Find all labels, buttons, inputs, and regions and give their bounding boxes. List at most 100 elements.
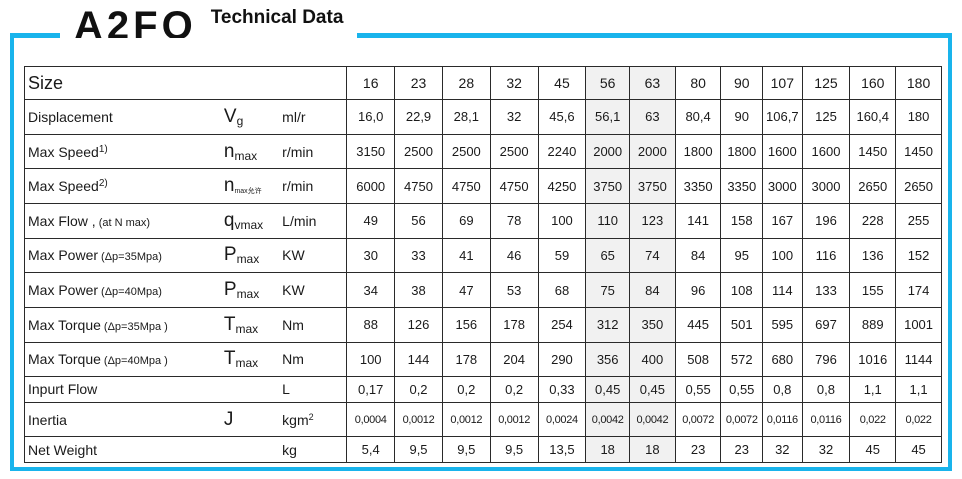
value-cell: 4750: [441, 168, 491, 204]
value-cell: 204: [489, 341, 539, 378]
value-cell: 100: [346, 341, 396, 378]
row-unit: ml/r: [278, 99, 348, 135]
symbol-letter: T: [223, 313, 236, 335]
size-cell: 90: [720, 65, 764, 101]
value-cell: 0,2: [394, 376, 443, 403]
value-cell: 16,0: [346, 99, 396, 135]
value-cell: 6000: [346, 168, 396, 204]
size-cell: 45: [537, 65, 587, 101]
value-cell: 84: [674, 237, 722, 274]
value-cell: 3000: [762, 168, 803, 204]
value-cell: 2500: [489, 133, 539, 170]
value-cell: 56,1: [585, 99, 631, 135]
unit-text: kg: [282, 441, 297, 458]
value-cell: 5,4: [346, 436, 396, 463]
value-cell: 174: [895, 272, 942, 308]
value-cell: 290: [537, 341, 587, 378]
row-label-text: Max Speed: [28, 143, 99, 160]
value-cell: 49: [346, 203, 396, 239]
row-symbol: J: [217, 401, 279, 438]
size-cell: 125: [801, 65, 851, 101]
value-cell: 22,9: [394, 99, 443, 135]
value-cell: 1144: [895, 341, 942, 378]
table-row-max-torque-35: Max Torque (Δp=35Mpa ) Tmax Nm 88 126 156 178 25…: [23, 306, 942, 343]
value-cell: 796: [801, 341, 851, 378]
value-cell: 47: [441, 272, 491, 308]
value-cell: 508: [674, 341, 722, 378]
value-cell: 3350: [674, 168, 722, 204]
unit-text: KW: [282, 282, 305, 299]
row-symbol: Tmax: [217, 341, 279, 378]
value-cell: 350: [629, 306, 676, 343]
row-label: Max Speed1): [23, 133, 218, 170]
row-unit: kgm2: [278, 401, 348, 438]
row-unit: r/min: [278, 133, 348, 170]
row-condition: (Δp=40Mpa): [101, 286, 162, 299]
table-row-net-weight: Net Weight kg 5,4 9,5 9,5 9,5 13,5 18 18 23 23 32 32…: [23, 436, 942, 463]
value-cell: 9,5: [394, 436, 443, 463]
page-subtitle: Technical Data: [210, 7, 344, 28]
value-cell: 28,1: [441, 99, 491, 135]
value-cell: 196: [801, 203, 851, 239]
symbol-letter: T: [223, 348, 236, 370]
value-cell: 0,45: [585, 376, 631, 403]
row-symbol: nmax允许: [217, 168, 279, 204]
value-cell: 0,0042: [585, 401, 631, 438]
value-cell: 78: [489, 203, 539, 239]
value-cell: 160,4: [849, 99, 897, 135]
value-cell: 1001: [895, 306, 942, 343]
value-cell: 69: [441, 203, 491, 239]
row-label-text: Max Speed: [28, 178, 99, 195]
value-cell: 4250: [537, 168, 587, 204]
row-label-text: Inertia: [28, 411, 67, 428]
row-label: Inertia: [23, 401, 218, 438]
value-cell: 2650: [895, 168, 942, 204]
size-cell: 80: [674, 65, 722, 101]
value-cell: 501: [720, 306, 764, 343]
symbol-letter: q: [223, 209, 235, 231]
row-label-text: Max Flow ,: [28, 212, 96, 229]
unit-text: kgm: [282, 411, 309, 428]
value-cell: 0,0024: [537, 401, 587, 438]
row-label: Displacement: [23, 99, 218, 135]
value-cell: 95: [720, 237, 764, 274]
row-footnote-mark: 2): [98, 178, 108, 190]
row-label: Max Speed2): [23, 168, 218, 204]
value-cell: 1016: [849, 341, 897, 378]
value-cell: 1600: [801, 133, 851, 170]
symbol-subscript: max: [234, 148, 258, 163]
value-cell: 123: [629, 203, 676, 239]
row-label-text: Displacement: [28, 108, 113, 125]
row-label: Max Power (Δp=40Mpa): [23, 272, 218, 308]
table-row-displacement: Displacement Vg ml/r 16,0 22,9 28,1 32 45,6 56,1…: [23, 99, 942, 135]
value-cell: 356: [585, 341, 631, 378]
value-cell: 2000: [629, 133, 676, 170]
table-row-input-flow: Inpurt Flow L 0,17 0,2 0,2 0,2 0,33 0,45 0,45 0,5…: [23, 376, 942, 403]
value-cell: 126: [394, 306, 443, 343]
value-cell: 0,33: [537, 376, 587, 403]
value-cell: 30: [346, 237, 396, 274]
value-cell: 0,55: [720, 376, 764, 403]
symbol-subscript: max: [235, 356, 259, 371]
value-cell: 114: [762, 272, 803, 308]
technical-data-table: Size 16 23 28 32 45 56 63 80 90 107 125 160 180 Displa…: [23, 65, 942, 463]
table-row-max-speed-1: Max Speed1) nmax r/min 3150 2500 2500 2500 2240…: [23, 133, 942, 170]
table-row-max-power-40: Max Power (Δp=40Mpa) Pmax KW 34 38 47 53 68 75 84 9…: [23, 272, 942, 308]
value-cell: 0,0116: [801, 401, 851, 438]
value-cell: 2000: [585, 133, 631, 170]
value-cell: 1,1: [849, 376, 897, 403]
value-cell: 167: [762, 203, 803, 239]
value-cell: 90: [720, 99, 764, 135]
size-label: Size: [23, 65, 348, 101]
value-cell: 0,0116: [762, 401, 803, 438]
value-cell: 3750: [629, 168, 676, 204]
value-cell: 0,8: [762, 376, 803, 403]
row-label-text: Max Power: [28, 282, 99, 299]
value-cell: 0,2: [441, 376, 491, 403]
value-cell: 74: [629, 237, 676, 274]
row-label: Max Torque (Δp=35Mpa ): [23, 306, 218, 343]
row-condition: (at N max): [98, 216, 151, 229]
value-cell: 152: [895, 237, 942, 274]
unit-text: ml/r: [282, 108, 306, 125]
value-cell: 59: [537, 237, 587, 274]
